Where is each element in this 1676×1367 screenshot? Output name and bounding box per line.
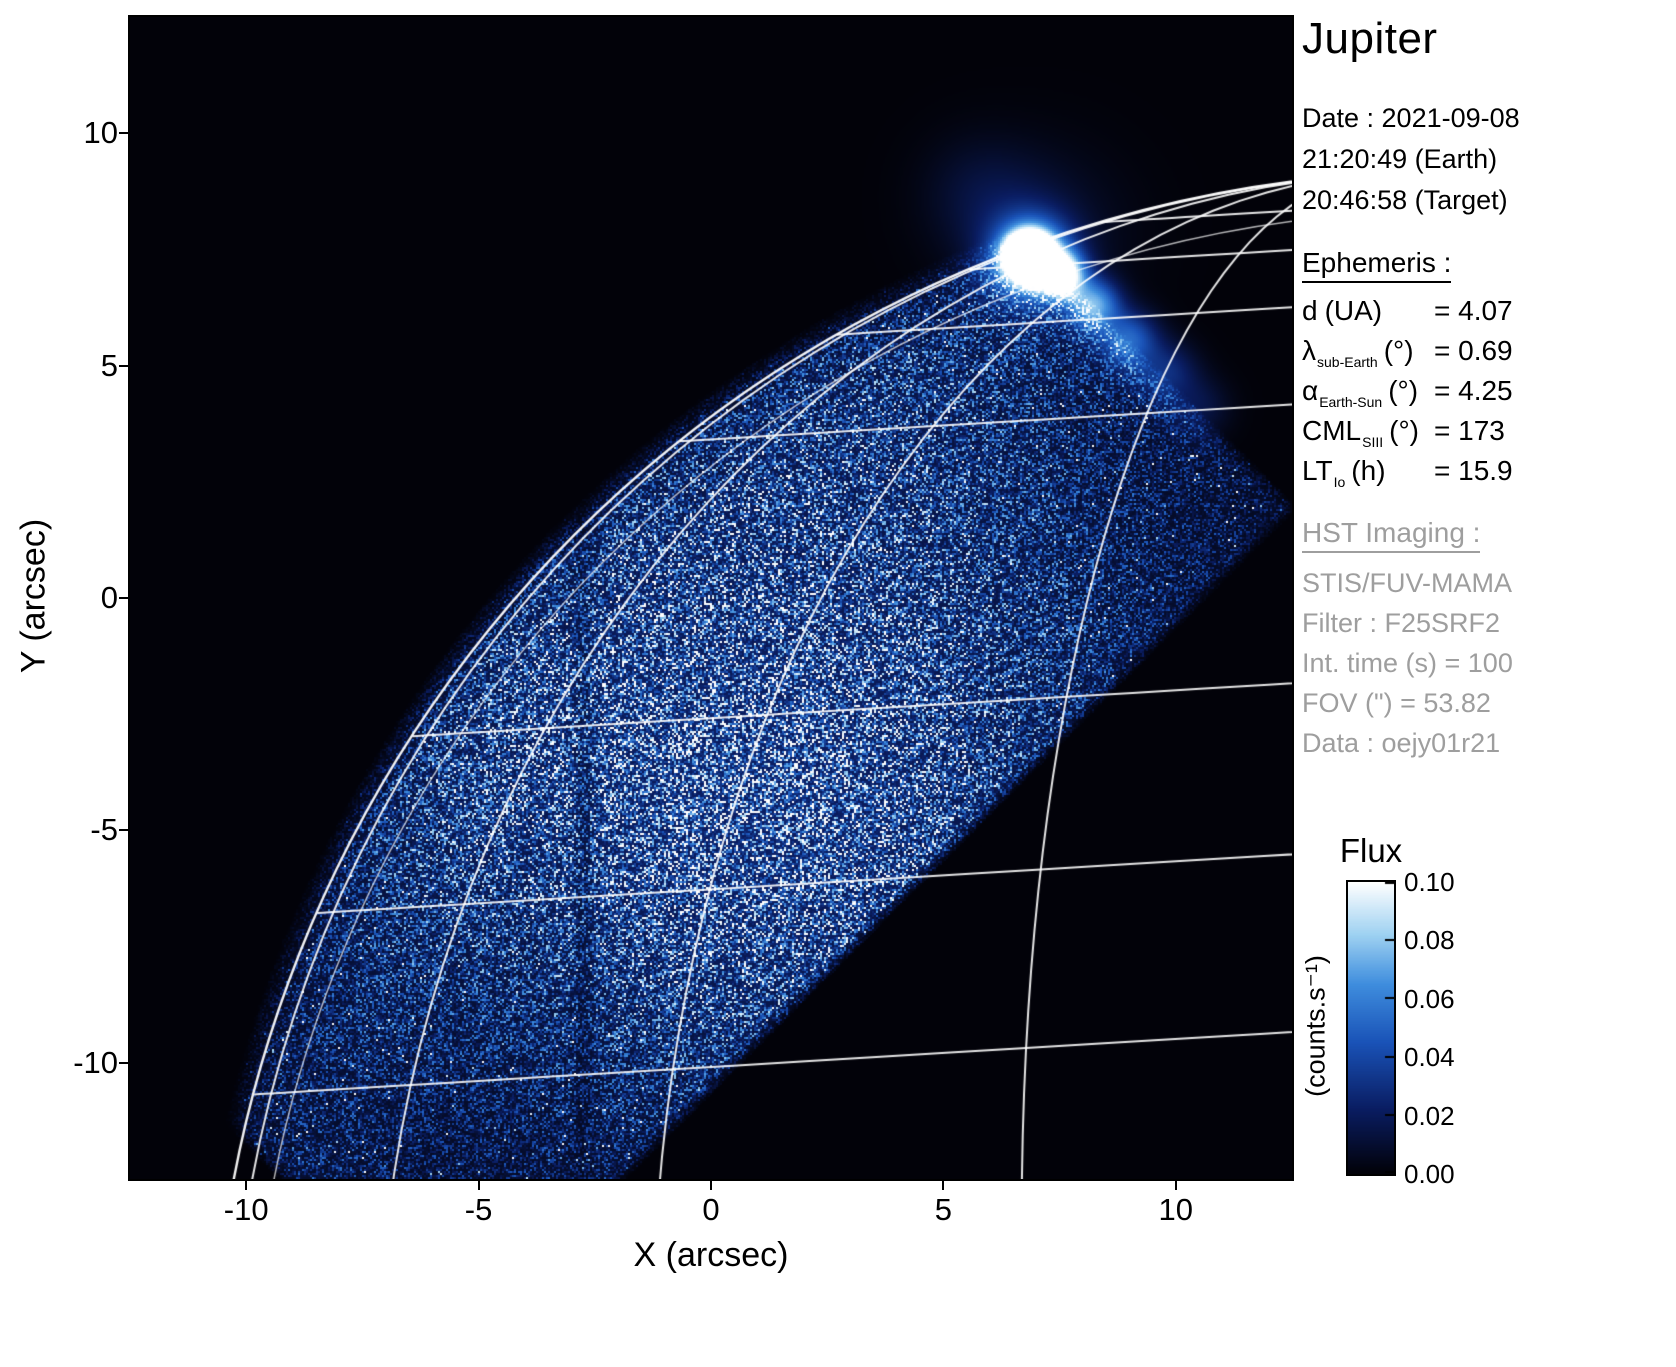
ephemeris-rows: d (UA) = 4.07 λsub-Earth (°) = 0.69 αEarth… bbox=[1302, 295, 1674, 495]
symbol: λ bbox=[1302, 335, 1316, 366]
y-axis-tick bbox=[119, 597, 128, 599]
value: = 173 bbox=[1434, 415, 1505, 446]
colorbar-unit-label: (counts.s⁻¹) bbox=[1300, 955, 1331, 1097]
ephemeris-row-phase-angle: αEarth-Sun (°) = 4.25 bbox=[1302, 375, 1674, 415]
x-tick-label: -10 bbox=[223, 1192, 269, 1227]
unit: (°) bbox=[1383, 335, 1414, 366]
observation-info: Date : 2021-09-08 21:20:49 (Earth) 20:46… bbox=[1302, 98, 1674, 221]
filter-line: Filter : F25SRF2 bbox=[1302, 608, 1501, 638]
x-tick-label: 10 bbox=[1158, 1192, 1194, 1227]
hst-imaging-heading: HST Imaging : bbox=[1302, 517, 1481, 553]
ephemeris-heading: Ephemeris : bbox=[1302, 247, 1452, 283]
unit: (h) bbox=[1351, 455, 1386, 486]
int-time-line: Int. time (s) = 100 bbox=[1302, 648, 1513, 678]
x-axis-tick bbox=[245, 1181, 248, 1190]
instrument-line: STIS/FUV-MAMA bbox=[1302, 568, 1513, 598]
side-panel: Jupiter Date : 2021-09-08 21:20:49 (Eart… bbox=[1302, 14, 1674, 763]
y-tick-label: 0 bbox=[100, 580, 118, 615]
x-axis-title: X (arcsec) bbox=[633, 1236, 789, 1274]
sky-map-canvas bbox=[130, 17, 1292, 1179]
value: = 0.69 bbox=[1434, 335, 1513, 366]
y-axis-tick bbox=[119, 132, 128, 135]
x-tick-label: 0 bbox=[702, 1192, 720, 1227]
hst-imaging-lines: STIS/FUV-MAMA Filter : F25SRF2 Int. time… bbox=[1302, 563, 1674, 763]
symbol: α bbox=[1302, 375, 1319, 406]
symbol-subscript: Io bbox=[1333, 474, 1346, 490]
colorbar-tick: 0.06 bbox=[1404, 983, 1455, 1014]
colorbar bbox=[1346, 880, 1396, 1176]
x-axis-tick bbox=[710, 1181, 712, 1190]
plot-area bbox=[128, 15, 1294, 1181]
symbol: CML bbox=[1302, 415, 1362, 446]
data-id-line: Data : oejy01r21 bbox=[1302, 728, 1501, 758]
x-tick-label: -5 bbox=[464, 1192, 493, 1227]
unit: (°) bbox=[1389, 415, 1419, 446]
x-tick-label: 5 bbox=[934, 1192, 953, 1227]
hst-imaging-block: HST Imaging : STIS/FUV-MAMA Filter : F25… bbox=[1302, 517, 1674, 763]
y-axis-title: Y (arcsec) bbox=[14, 518, 53, 674]
colorbar-tick: 0.04 bbox=[1404, 1042, 1455, 1073]
value: = 4.07 bbox=[1434, 295, 1513, 326]
colorbar-tick-labels: 0.10 0.08 0.06 0.04 0.02 0.00 bbox=[1404, 869, 1455, 1187]
value: = 4.25 bbox=[1434, 375, 1513, 406]
y-axis-tick bbox=[119, 829, 128, 832]
x-axis-tick bbox=[1174, 1181, 1177, 1190]
earth-time-line: 21:20:49 (Earth) bbox=[1302, 144, 1498, 174]
colorbar-tick: 0.00 bbox=[1404, 1158, 1455, 1189]
colorbar-title: Flux bbox=[1339, 832, 1403, 869]
value: = 15.9 bbox=[1434, 455, 1513, 486]
y-axis-tick bbox=[119, 1061, 128, 1064]
ephemeris-row-cml: CMLSIII (°) = 173 bbox=[1302, 415, 1674, 455]
y-tick-label: -10 bbox=[73, 1044, 118, 1080]
ephemeris-row-io-local-time: LTIo (h) = 15.9 bbox=[1302, 455, 1674, 495]
colorbar-tick: 0.02 bbox=[1404, 1100, 1455, 1131]
fov-line: FOV (") = 53.82 bbox=[1302, 688, 1491, 718]
symbol: LT bbox=[1302, 455, 1333, 486]
symbol-subscript: sub-Earth bbox=[1317, 354, 1378, 370]
x-axis-tick bbox=[942, 1181, 945, 1190]
symbol-subscript: SIII bbox=[1362, 434, 1384, 450]
y-tick-label: 10 bbox=[83, 115, 118, 151]
page-title: Jupiter bbox=[1302, 14, 1438, 63]
symbol-subscript: Earth-Sun bbox=[1319, 394, 1383, 410]
ephemeris-row-sub-earth-lat: λsub-Earth (°) = 0.69 bbox=[1302, 335, 1674, 375]
x-axis-tick bbox=[477, 1181, 480, 1190]
unit: (°) bbox=[1388, 375, 1419, 406]
unit: (UA) bbox=[1324, 295, 1383, 326]
ephemeris-row-distance: d (UA) = 4.07 bbox=[1302, 295, 1674, 335]
target-time-line: 20:46:58 (Target) bbox=[1302, 185, 1508, 215]
symbol: d bbox=[1302, 295, 1318, 326]
colorbar-tick: 0.08 bbox=[1404, 925, 1455, 956]
y-tick-label: 5 bbox=[100, 347, 118, 383]
y-tick-label: -5 bbox=[90, 812, 118, 848]
colorbar-tick: 0.10 bbox=[1404, 867, 1455, 897]
y-axis-tick bbox=[119, 364, 128, 367]
date-line: Date : 2021-09-08 bbox=[1302, 103, 1520, 133]
